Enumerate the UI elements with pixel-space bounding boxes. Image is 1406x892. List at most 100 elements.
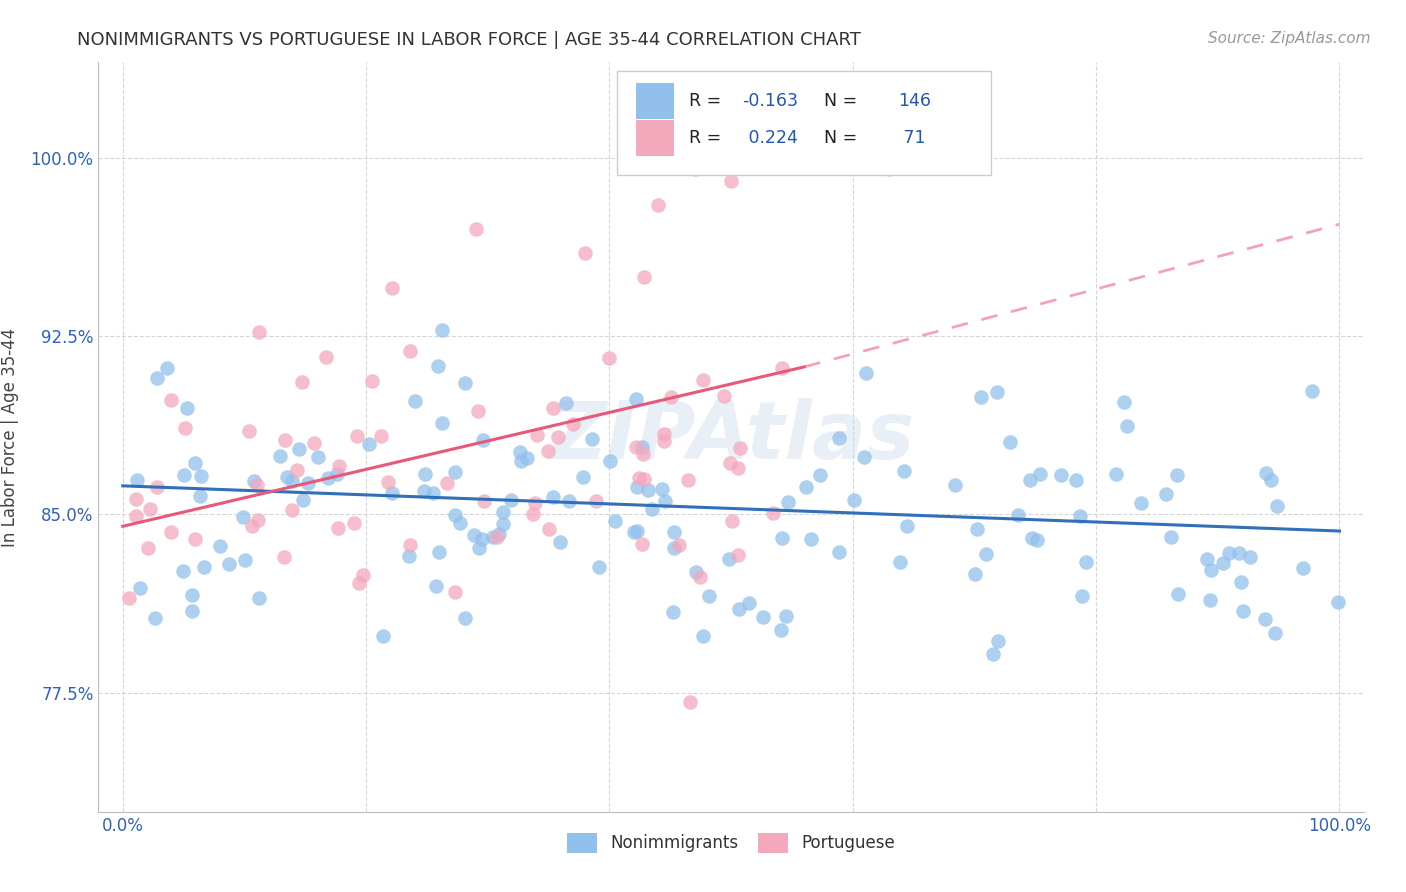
- Text: 71: 71: [898, 129, 925, 147]
- Point: [720, 514, 742, 528]
- Point: [623, 525, 645, 540]
- Point: [247, 513, 270, 527]
- Point: [727, 461, 749, 475]
- Point: [537, 522, 560, 536]
- Point: [1327, 595, 1350, 609]
- Point: [581, 432, 603, 446]
- Text: R =: R =: [689, 92, 727, 110]
- Point: [981, 647, 1004, 661]
- Point: [125, 509, 148, 524]
- Point: [399, 538, 422, 552]
- Point: [678, 473, 700, 487]
- Point: [188, 489, 211, 503]
- Point: [156, 361, 179, 376]
- Point: [1116, 419, 1139, 434]
- Point: [176, 401, 198, 416]
- Point: [430, 323, 453, 337]
- Point: [436, 476, 458, 491]
- Point: [125, 491, 148, 506]
- Point: [1007, 508, 1029, 523]
- Point: [987, 633, 1010, 648]
- Point: [1021, 531, 1043, 545]
- Point: [1129, 496, 1152, 510]
- Point: [174, 421, 197, 435]
- Point: [738, 596, 761, 610]
- Point: [585, 493, 607, 508]
- Point: [247, 325, 270, 339]
- Point: [641, 502, 664, 516]
- Point: [966, 522, 988, 536]
- Point: [588, 559, 610, 574]
- Point: [842, 492, 865, 507]
- Point: [1256, 466, 1278, 480]
- Point: [1167, 587, 1189, 601]
- Point: [662, 605, 685, 619]
- Point: [159, 393, 181, 408]
- Point: [718, 552, 741, 566]
- Point: [762, 506, 785, 520]
- Point: [136, 541, 159, 555]
- Point: [1105, 467, 1128, 481]
- Point: [472, 433, 495, 447]
- Bar: [636, 120, 675, 156]
- Point: [548, 535, 571, 549]
- Point: [412, 484, 434, 499]
- Point: [683, 162, 706, 177]
- Point: [1254, 612, 1277, 626]
- Point: [631, 447, 654, 461]
- Point: [624, 441, 647, 455]
- Point: [127, 474, 149, 488]
- Point: [467, 541, 489, 555]
- Point: [1212, 557, 1234, 571]
- Point: [554, 396, 576, 410]
- Point: [662, 541, 685, 556]
- Point: [1264, 626, 1286, 640]
- Point: [269, 450, 291, 464]
- Text: NONIMMIGRANTS VS PORTUGUESE IN LABOR FORCE | AGE 35-44 CORRELATION CHART: NONIMMIGRANTS VS PORTUGUESE IN LABOR FOR…: [77, 31, 862, 49]
- Point: [631, 537, 654, 551]
- Point: [574, 245, 596, 260]
- Text: N =: N =: [813, 92, 863, 110]
- Point: [307, 450, 329, 464]
- Point: [626, 392, 648, 406]
- Point: [208, 539, 231, 553]
- Point: [488, 527, 510, 541]
- Point: [970, 390, 993, 404]
- Bar: [636, 83, 675, 119]
- Point: [249, 591, 271, 605]
- Point: [547, 430, 569, 444]
- Point: [633, 472, 655, 486]
- Point: [855, 366, 877, 380]
- Point: [1074, 556, 1097, 570]
- Point: [752, 610, 775, 624]
- Point: [1160, 530, 1182, 544]
- Point: [453, 376, 475, 390]
- Point: [522, 508, 544, 522]
- Point: [464, 222, 486, 236]
- Point: [413, 467, 436, 482]
- Point: [1050, 467, 1073, 482]
- Point: [679, 695, 702, 709]
- Point: [877, 162, 900, 177]
- Point: [828, 431, 851, 445]
- Point: [190, 469, 212, 483]
- Point: [808, 467, 831, 482]
- Text: R =: R =: [689, 129, 727, 147]
- Point: [630, 440, 652, 454]
- Point: [347, 576, 370, 591]
- Point: [342, 516, 364, 531]
- Point: [288, 442, 311, 456]
- Point: [685, 565, 707, 579]
- Point: [427, 545, 450, 559]
- Point: [1199, 592, 1222, 607]
- Point: [541, 490, 564, 504]
- Point: [472, 494, 495, 508]
- Point: [654, 494, 676, 508]
- Point: [720, 174, 742, 188]
- Point: [482, 531, 505, 545]
- Point: [139, 502, 162, 516]
- Point: [232, 510, 254, 524]
- Point: [1260, 473, 1282, 487]
- Point: [1227, 546, 1250, 560]
- Point: [467, 404, 489, 418]
